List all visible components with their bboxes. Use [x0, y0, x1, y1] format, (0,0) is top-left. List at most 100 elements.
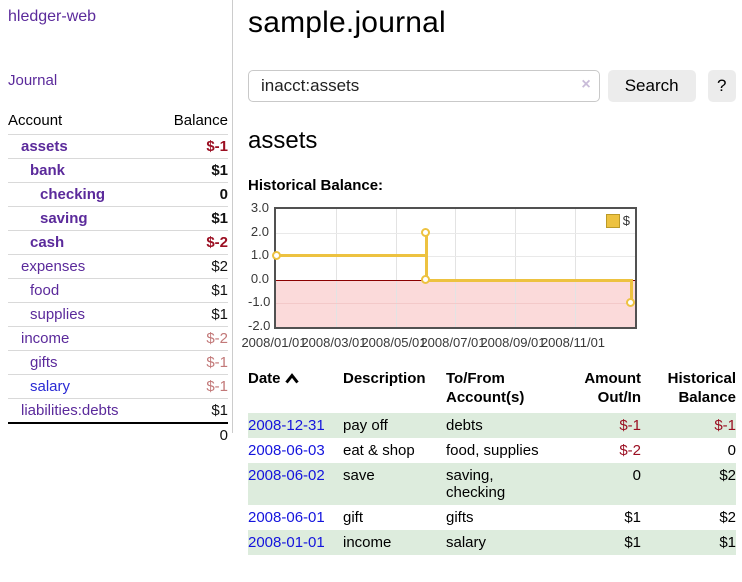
transaction-accounts: salary: [446, 534, 487, 551]
transaction-amount: $1: [624, 534, 641, 551]
accounts-column-header: To/From Account(s): [446, 370, 525, 406]
account-row-gifts: gifts $-1: [8, 350, 228, 375]
account-balance: $-2: [155, 230, 228, 255]
account-balance: $2: [155, 254, 228, 279]
account-link-expenses[interactable]: expenses: [21, 258, 86, 275]
account-balance: $1: [155, 398, 228, 423]
account-balance: $-2: [155, 326, 228, 351]
y-tick-label: -1.0: [248, 294, 271, 309]
gridline: [575, 209, 576, 327]
amount-column-header: Amount Out/In: [584, 370, 641, 406]
account-balance: $1: [155, 206, 228, 231]
account-row-salary: salary $-1: [8, 374, 228, 399]
transaction-balance: $2: [719, 467, 736, 484]
x-tick-label: 2008/03/01: [301, 335, 367, 350]
account-link-income[interactable]: income: [21, 330, 70, 347]
transaction-amount: $1: [624, 509, 641, 526]
account-balance: 0: [155, 182, 228, 207]
transaction-date-link[interactable]: 2008-12-31: [248, 417, 325, 434]
chart-point: [626, 298, 635, 307]
chart-point: [272, 251, 281, 260]
y-tick-label: 2.0: [250, 224, 269, 239]
account-link-checking[interactable]: checking: [40, 186, 106, 203]
account-link-food[interactable]: food: [30, 282, 60, 299]
account-row-checking: checking 0: [8, 182, 228, 207]
account-link-salary[interactable]: salary: [30, 378, 71, 395]
transactions-table: Date Description To/From Account(s) Amou…: [248, 367, 736, 555]
search-form: × Search ?: [248, 70, 736, 102]
chart-point: [421, 228, 430, 237]
transaction-description: gift: [343, 509, 364, 526]
accounts-total-row: 0: [8, 422, 228, 447]
app-title-link[interactable]: hledger-web: [8, 8, 97, 25]
account-row-cash: cash $-2: [8, 230, 228, 255]
x-tick-label: 2008/07/01: [420, 335, 486, 350]
historical-balance-chart: 3.0 2.0 1.0 0.0 -1.0 -2.0: [241, 200, 668, 357]
account-heading: assets: [248, 127, 318, 154]
balance-column-header: Balance: [173, 112, 228, 129]
transaction-date-link[interactable]: 2008-06-02: [248, 467, 325, 484]
account-row-food: food $1: [8, 278, 228, 303]
transaction-balance: $-1: [714, 417, 736, 434]
account-balance: $1: [155, 158, 228, 183]
x-tick-label: 2008/05/01: [361, 335, 427, 350]
legend-swatch-icon: [605, 213, 620, 228]
main-content: sample.journal × Search ? assets Histori…: [241, 0, 736, 555]
gridline: [455, 209, 456, 327]
date-column-header-sortable[interactable]: Date: [248, 367, 343, 413]
account-row-income: income $-2: [8, 326, 228, 351]
account-row-assets: assets $-1: [8, 134, 228, 159]
account-link-bank[interactable]: bank: [30, 162, 66, 179]
account-row-liabilities-debts: liabilities:debts $1: [8, 398, 228, 423]
transaction-date-link[interactable]: 2008-01-01: [248, 534, 325, 551]
chart-title: Historical Balance:: [248, 177, 384, 194]
gridline: [276, 303, 635, 304]
account-row-saving: saving $1: [8, 206, 228, 231]
transaction-description: income: [343, 534, 392, 551]
transaction-description: pay off: [343, 417, 388, 434]
clear-search-icon[interactable]: ×: [581, 76, 591, 93]
x-tick-label: 2008/09/01: [480, 335, 546, 350]
transaction-balance: $1: [719, 534, 736, 551]
account-link-gifts[interactable]: gifts: [30, 354, 58, 371]
account-row-expenses: expenses $2: [8, 254, 228, 279]
transaction-amount: $-1: [619, 417, 641, 434]
gridline: [276, 233, 635, 234]
account-link-assets[interactable]: assets: [21, 138, 68, 155]
gridline: [276, 256, 635, 257]
transaction-accounts: saving, checking: [446, 467, 506, 501]
balance-column-header: Historical Balance: [667, 370, 736, 406]
account-link-liabilities-debts[interactable]: liabilities:debts: [21, 402, 119, 419]
chart-legend: $: [605, 213, 630, 228]
transaction-row: 2008-12-31 pay off debts $-1 $-1: [248, 413, 736, 438]
account-link-supplies[interactable]: supplies: [30, 306, 86, 323]
transaction-row: 2008-06-01 gift gifts $1 $2: [248, 505, 736, 530]
chart-line-segment: [276, 254, 428, 257]
search-input[interactable]: [248, 70, 600, 102]
x-tick-label: 2008/01/01: [241, 335, 307, 350]
x-tick-label: 2008/11/01: [540, 335, 606, 350]
account-link-saving[interactable]: saving: [40, 210, 88, 227]
sidebar-item-journal[interactable]: Journal: [8, 72, 58, 89]
account-balance-table: Account Balance assets $-1 bank $1 check…: [8, 109, 228, 447]
search-button[interactable]: Search: [607, 70, 696, 102]
sort-ascending-icon: [284, 373, 299, 384]
transaction-accounts: food, supplies: [446, 442, 539, 459]
chart-line-segment: [630, 279, 633, 305]
account-row-bank: bank $1: [8, 158, 228, 183]
transaction-amount: $-2: [619, 442, 641, 459]
help-button[interactable]: ?: [707, 70, 736, 102]
legend-label: $: [622, 213, 630, 228]
transaction-date-link[interactable]: 2008-06-01: [248, 509, 325, 526]
transaction-balance: $2: [719, 509, 736, 526]
transaction-balance: 0: [727, 442, 736, 459]
transaction-date-link[interactable]: 2008-06-03: [248, 442, 325, 459]
transaction-accounts: debts: [446, 417, 483, 434]
page-title: sample.journal: [248, 6, 446, 39]
chart-point: [421, 275, 430, 284]
accounts-total-value: 0: [155, 422, 228, 447]
sidebar: hledger-web Journal Account Balance asse…: [0, 0, 233, 447]
account-balance: $-1: [155, 350, 228, 375]
transaction-row: 2008-06-02 save saving, checking 0 $2: [248, 463, 736, 505]
account-link-cash[interactable]: cash: [30, 234, 65, 251]
